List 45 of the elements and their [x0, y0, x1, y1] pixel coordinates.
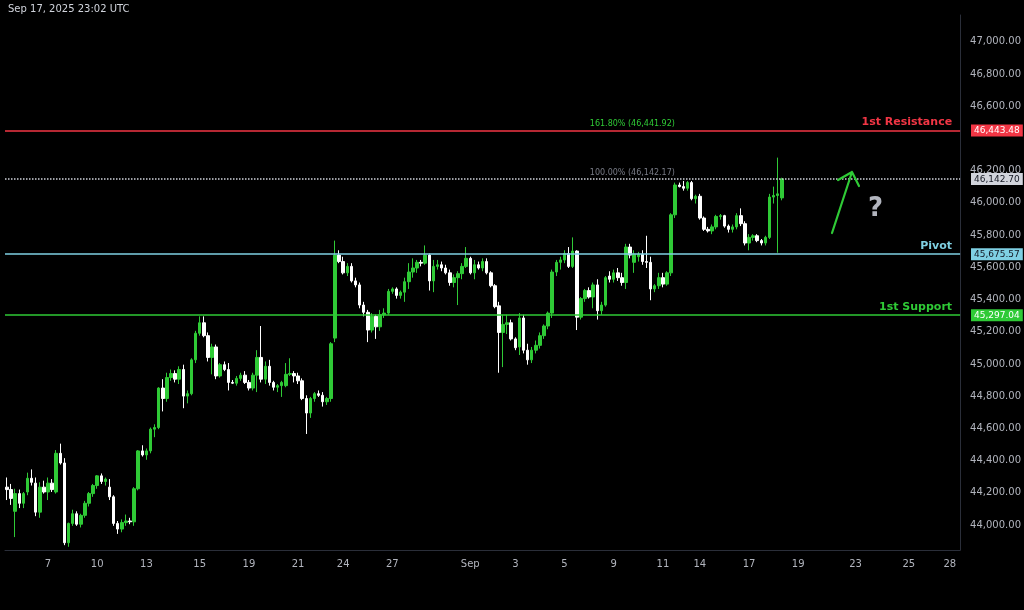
annotation: 100.00% (46,142.17) — [589, 167, 675, 177]
x-tick-label: 13 — [140, 557, 153, 569]
x-tick-label: 27 — [386, 557, 399, 569]
text: 45,675.57 — [974, 249, 1020, 260]
x-tick-label: 3 — [512, 557, 519, 569]
x-tick-label: 15 — [193, 557, 207, 569]
x-tick-label: 11 — [656, 557, 670, 569]
y-tick-label: 45,400.00 — [970, 293, 1022, 305]
y-tick-label: 44,800.00 — [970, 389, 1022, 401]
x-tick-label: 19 — [242, 557, 256, 569]
y-tick-label: 46,000.00 — [970, 196, 1022, 208]
ref-line-label: 1st Support — [879, 300, 953, 314]
x-tick-label: Sep — [460, 557, 480, 569]
y-tick-label: 45,000.00 — [970, 357, 1022, 369]
text: 45,297.04 — [974, 310, 1021, 321]
annotation: ? — [868, 192, 884, 222]
y-tick-label: 44,000.00 — [970, 518, 1022, 530]
y-tick-label: 45,200.00 — [970, 325, 1022, 337]
ref-line-label: 1st Resistance — [861, 115, 953, 129]
x-tick-label: 9 — [610, 557, 617, 569]
y-tick-label: 45,800.00 — [970, 228, 1022, 240]
x-tick-label: 7 — [44, 557, 52, 569]
x-tick-label: 14 — [693, 557, 707, 569]
y-tick-label: 44,600.00 — [970, 422, 1022, 434]
y-tick-label: 44,400.00 — [970, 454, 1022, 466]
y-tick-label: 45,600.00 — [970, 260, 1022, 272]
x-tick-label: 21 — [291, 557, 305, 569]
annotation: 161.80% (46,441.92) — [589, 119, 675, 129]
x-tick-label: 25 — [902, 557, 916, 569]
ref-line-label: Pivot — [920, 239, 953, 253]
x-tick-label: 10 — [90, 557, 104, 569]
x-tick-label: 28 — [943, 557, 957, 569]
text: 46,443.48 — [974, 125, 1021, 136]
y-tick-label: 46,200.00 — [970, 164, 1022, 176]
y-tick-label: 46,800.00 — [970, 67, 1022, 79]
y-tick-label: 44,200.00 — [970, 486, 1022, 498]
x-tick-label: 17 — [742, 557, 756, 569]
text: 46,142.70 — [974, 173, 1021, 184]
x-tick-label: 19 — [791, 557, 805, 569]
x-tick-label: 24 — [336, 557, 350, 569]
x-tick-label: 23 — [849, 557, 862, 569]
x-tick-label: 5 — [561, 557, 568, 569]
y-tick-label: 47,000.00 — [970, 35, 1022, 47]
y-tick-label: 46,600.00 — [970, 99, 1022, 111]
text: Sep 17, 2025 23:02 UTC — [8, 3, 130, 14]
